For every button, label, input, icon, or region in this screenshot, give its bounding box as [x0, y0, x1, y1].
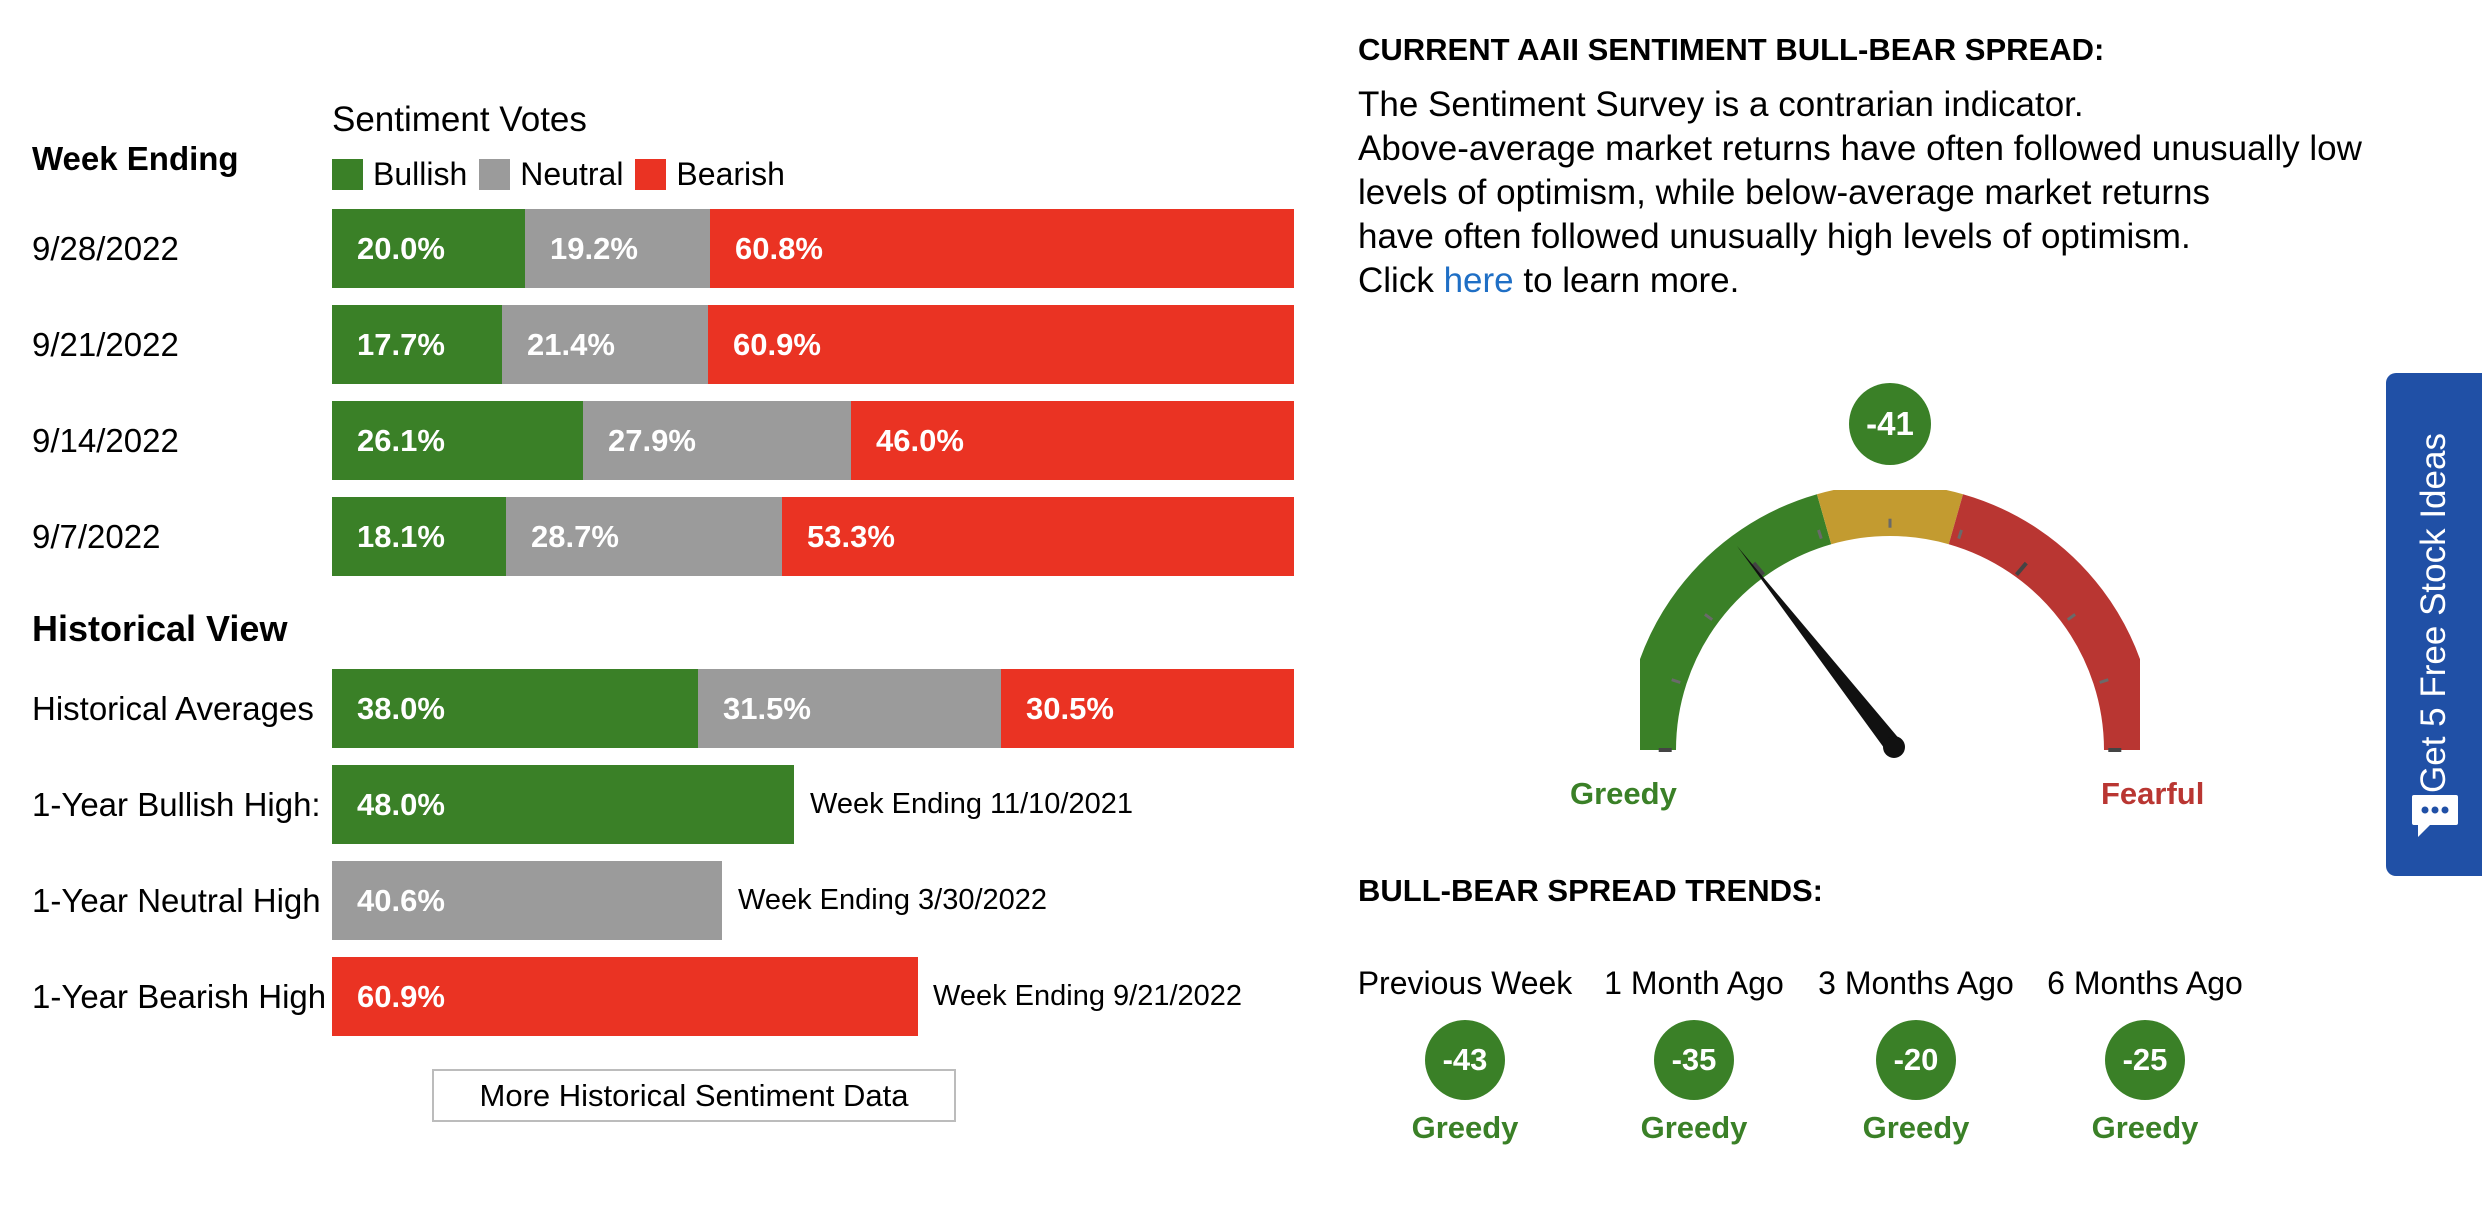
- trend-value-badge: -25: [2105, 1020, 2185, 1100]
- trend-item: 3 Months Ago -20 Greedy: [1796, 965, 2036, 1146]
- trend-status: Greedy: [1640, 1110, 1748, 1145]
- gauge-needle: [1737, 546, 1901, 752]
- bearish-segment: 60.9%: [708, 305, 1294, 384]
- bearish-swatch: [635, 158, 667, 190]
- spread-value-badge: -41: [1849, 383, 1931, 465]
- description-line: levels of optimism, while below-average …: [1358, 173, 2210, 212]
- learn-more-link[interactable]: here: [1443, 261, 1514, 300]
- historical-view-title: Historical View: [32, 608, 288, 649]
- bearish-segment: 30.5%: [1001, 669, 1294, 748]
- legend-bearish: Bearish: [676, 155, 785, 192]
- neutral-segment: 19.2%: [525, 209, 710, 288]
- trend-label: Previous Week: [1357, 965, 1573, 1001]
- side-tab-label: Get 5 Free Stock Ideas: [2414, 433, 2453, 793]
- week-ending-header: Week Ending: [32, 140, 239, 177]
- trend-item: 1 Month Ago -35 Greedy: [1574, 965, 1814, 1146]
- bullish-segment: 48.0%: [332, 765, 794, 844]
- neutral-segment: 40.6%: [332, 861, 722, 940]
- bearish-segment: 60.8%: [710, 209, 1294, 288]
- week-bar: 20.0% 19.2% 60.8%: [332, 209, 1294, 288]
- trend-value-badge: -43: [1425, 1020, 1505, 1100]
- trend-label: 6 Months Ago: [2047, 965, 2243, 1001]
- bearish-segment: 46.0%: [851, 401, 1294, 480]
- neutral-high-bar: 40.6%: [332, 861, 722, 940]
- neutral-arc: [1816, 490, 1964, 545]
- bullish-high-week: Week Ending 11/10/2021: [810, 788, 1134, 820]
- fearful-label: Fearful: [2101, 776, 2205, 811]
- week-date: 9/14/2022: [32, 422, 179, 459]
- fearful-arc: [1948, 494, 2140, 751]
- week-date: 9/21/2022: [32, 326, 179, 363]
- neutral-segment: 31.5%: [698, 669, 1001, 748]
- trends-title: BULL-BEAR SPREAD TRENDS:: [1358, 873, 1823, 908]
- bullish-segment: 18.1%: [332, 497, 506, 576]
- bearish-segment: 53.3%: [782, 497, 1294, 576]
- week-bar: 18.1% 28.7% 53.3%: [332, 497, 1294, 576]
- neutral-high-label: 1-Year Neutral High: [32, 882, 321, 919]
- greedy-label: Greedy: [1570, 776, 1677, 811]
- legend: Bullish Neutral Bearish: [332, 156, 797, 192]
- trend-status: Greedy: [2091, 1110, 2199, 1145]
- bearish-high-week: Week Ending 9/21/2022: [933, 980, 1243, 1012]
- bearish-segment: 60.9%: [332, 957, 918, 1036]
- description-line: The Sentiment Survey is a contrarian ind…: [1358, 85, 2084, 124]
- click-line: Click here to learn more.: [1358, 259, 2438, 303]
- spread-description: The Sentiment Survey is a contrarian ind…: [1358, 83, 2438, 303]
- click-prefix: Click: [1358, 261, 1434, 300]
- neutral-segment: 27.9%: [583, 401, 851, 480]
- historical-averages-label: Historical Averages: [32, 690, 314, 727]
- trend-status: Greedy: [1862, 1110, 1970, 1145]
- trend-value-badge: -20: [1876, 1020, 1956, 1100]
- trend-item: Previous Week -43 Greedy: [1345, 965, 1585, 1146]
- trend-label: 3 Months Ago: [1818, 965, 2014, 1001]
- bullish-high-bar: 48.0%: [332, 765, 794, 844]
- spread-title: CURRENT AAII SENTIMENT BULL-BEAR SPREAD:: [1358, 32, 2105, 67]
- bearish-high-label: 1-Year Bearish High: [32, 978, 327, 1015]
- chat-icon: [2412, 795, 2458, 837]
- click-suffix: to learn more.: [1523, 261, 1740, 300]
- neutral-high-week: Week Ending 3/30/2022: [738, 884, 1048, 916]
- week-date: 9/28/2022: [32, 230, 179, 267]
- bullish-segment: 20.0%: [332, 209, 525, 288]
- neutral-segment: 28.7%: [506, 497, 782, 576]
- historical-averages-bar: 38.0% 31.5% 30.5%: [332, 669, 1294, 748]
- free-stock-ideas-tab[interactable]: Get 5 Free Stock Ideas: [2386, 373, 2482, 876]
- legend-bullish: Bullish: [373, 155, 468, 192]
- trend-value-badge: -35: [1654, 1020, 1734, 1100]
- week-date: 9/7/2022: [32, 518, 161, 555]
- sentiment-votes-title: Sentiment Votes: [332, 100, 587, 139]
- neutral-swatch: [479, 158, 511, 190]
- trend-label: 1 Month Ago: [1604, 965, 1784, 1001]
- bullish-segment: 38.0%: [332, 669, 698, 748]
- week-bar: 26.1% 27.9% 46.0%: [332, 401, 1294, 480]
- greedy-arc: [1640, 494, 1832, 751]
- description-line: Above-average market returns have often …: [1358, 129, 2362, 168]
- week-bar: 17.7% 21.4% 60.9%: [332, 305, 1294, 384]
- legend-neutral: Neutral: [520, 155, 624, 192]
- neutral-segment: 21.4%: [502, 305, 708, 384]
- more-historical-data-button[interactable]: More Historical Sentiment Data: [432, 1069, 956, 1122]
- bullish-high-label: 1-Year Bullish High:: [32, 786, 321, 823]
- gauge-ticks: [1658, 518, 2122, 752]
- trend-item: 6 Months Ago -25 Greedy: [2025, 965, 2265, 1146]
- gauge-needle-hub: [1883, 736, 1905, 758]
- bullish-swatch: [332, 158, 363, 190]
- trend-status: Greedy: [1411, 1110, 1519, 1145]
- bullish-segment: 17.7%: [332, 305, 502, 384]
- description-line: have often followed unusually high level…: [1358, 217, 2191, 256]
- bearish-high-bar: 60.9%: [332, 957, 918, 1036]
- sentiment-gauge: [1640, 490, 2140, 758]
- bullish-segment: 26.1%: [332, 401, 583, 480]
